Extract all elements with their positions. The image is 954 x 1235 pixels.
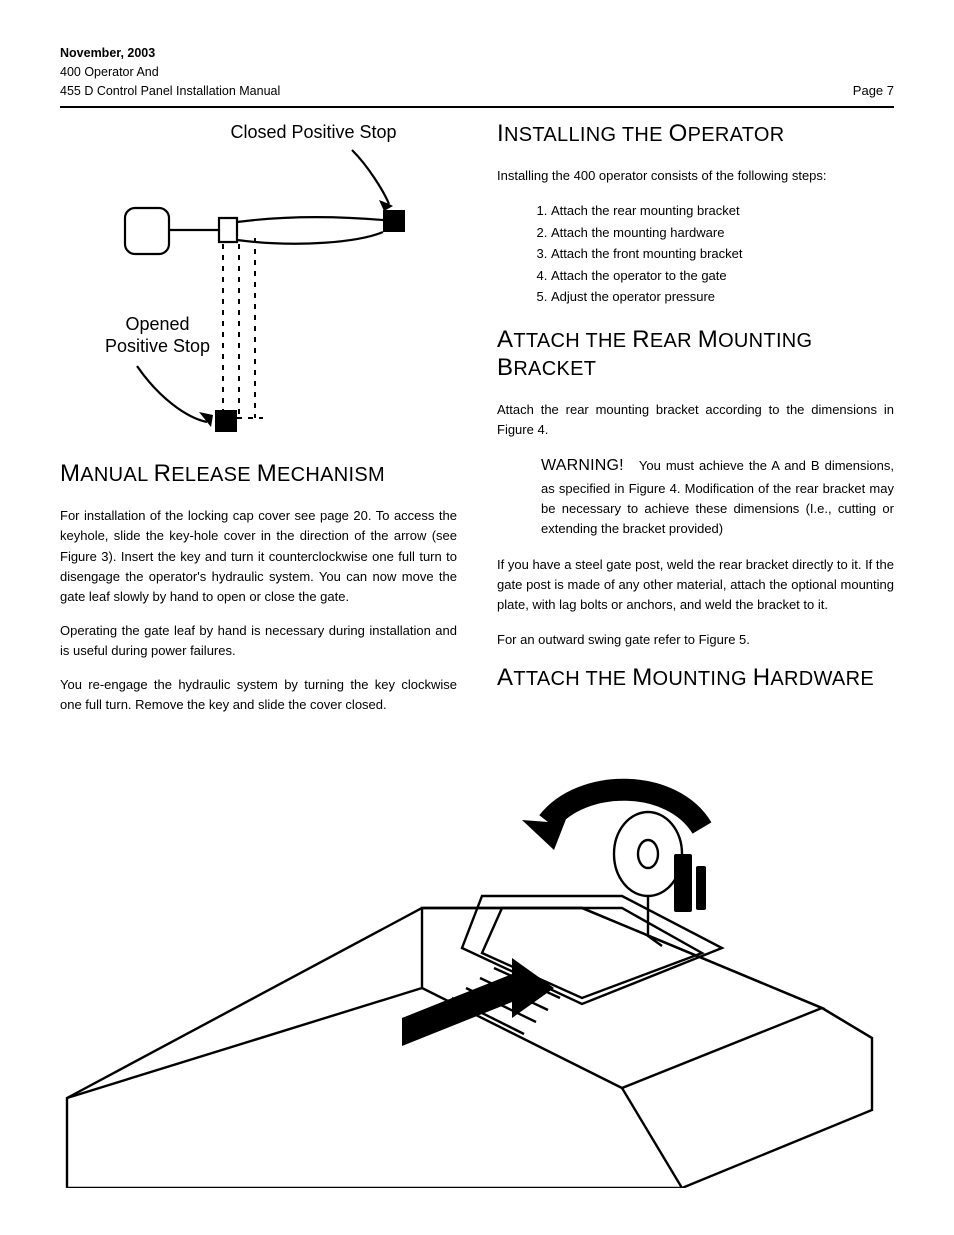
install-intro: Installing the 400 operator consists of …	[497, 166, 894, 186]
list-item: Adjust the operator pressure	[551, 286, 894, 307]
install-steps-list: Attach the rear mounting bracket Attach …	[497, 200, 894, 307]
rear-bracket-p1: Attach the rear mounting bracket accordi…	[497, 400, 894, 440]
list-item: Attach the mounting hardware	[551, 222, 894, 243]
header-line2: 400 Operator And	[60, 65, 159, 79]
figure-positive-stops: Closed Positive Stop Opened Positive Sto…	[99, 122, 419, 442]
rotate-arrow-icon	[522, 789, 702, 849]
arrow-closed-icon	[352, 150, 393, 211]
warning-block: WARNING! You must achieve the A and B di…	[541, 454, 894, 539]
manual-release-p2: Operating the gate leaf by hand is neces…	[60, 621, 457, 661]
header-date: November, 2003	[60, 46, 155, 60]
columns: Closed Positive Stop Opened Positive Sto…	[60, 120, 894, 729]
warning-label: WARNING!	[541, 457, 624, 474]
heading-mounting-hardware: ATTACH THE MOUNTING HARDWARE	[497, 664, 894, 692]
page-header: November, 2003 400 Operator And 455 D Co…	[60, 44, 894, 100]
manual-release-p3: You re-engage the hydraulic system by tu…	[60, 675, 457, 715]
arrow-opened-icon	[137, 366, 213, 427]
rear-bracket-p3: For an outward swing gate refer to Figur…	[497, 630, 894, 650]
header-line3: 455 D Control Panel Installation Manual	[60, 84, 280, 98]
operator-housing-icon	[67, 896, 872, 1188]
header-page: Page 7	[853, 81, 894, 101]
manual-release-p1: For installation of the locking cap cove…	[60, 506, 457, 607]
header-left: November, 2003 400 Operator And 455 D Co…	[60, 44, 280, 100]
heading-rear-bracket: ATTACH THE REAR MOUNTING BRACKET	[497, 326, 894, 382]
left-column: Closed Positive Stop Opened Positive Sto…	[60, 120, 457, 729]
header-rule	[60, 106, 894, 108]
rear-bracket-p2: If you have a steel gate post, weld the …	[497, 555, 894, 615]
heading-installing-operator: INSTALLING THE OPERATOR	[497, 120, 894, 148]
heading-manual-release: MANUAL RELEASE MECHANISM	[60, 460, 457, 488]
key-release-svg	[60, 758, 894, 1188]
operator-open-outline-icon	[215, 238, 263, 418]
figure-key-release	[60, 730, 894, 1193]
right-column: INSTALLING THE OPERATOR Installing the 4…	[497, 120, 894, 729]
page: November, 2003 400 Operator And 455 D Co…	[0, 0, 954, 1235]
closed-stop-block	[383, 210, 405, 232]
list-item: Attach the operator to the gate	[551, 265, 894, 286]
list-item: Attach the rear mounting bracket	[551, 200, 894, 221]
operator-outline-icon	[125, 208, 383, 254]
positive-stop-diagram-svg	[99, 122, 419, 442]
list-item: Attach the front mounting bracket	[551, 243, 894, 264]
opened-stop-block	[215, 410, 237, 432]
slide-arrow-icon	[402, 958, 554, 1046]
